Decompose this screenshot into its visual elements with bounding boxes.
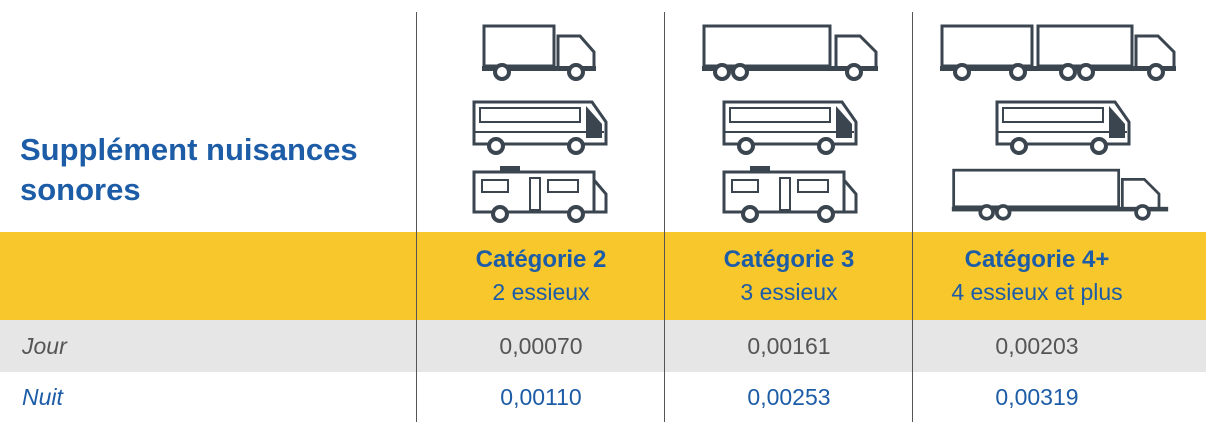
cell-value: 0,00319 — [913, 384, 1161, 411]
cell-value: 0,00110 — [417, 384, 665, 411]
axle-count: 3 essieux — [665, 276, 913, 308]
row-label: Nuit — [22, 384, 63, 411]
axle-count: 2 essieux — [417, 276, 665, 308]
category-name: Catégorie 2 — [417, 244, 665, 276]
column-header: Catégorie 4+4 essieux et plus — [913, 244, 1161, 308]
page: Supplément nuisances sonores — [0, 0, 1206, 422]
cell-value: 0,00070 — [417, 333, 665, 360]
cell-value: 0,00161 — [665, 333, 913, 360]
axle-count: 4 essieux et plus — [913, 276, 1161, 308]
category-name: Catégorie 4+ — [913, 244, 1161, 276]
row-label: Jour — [22, 333, 67, 360]
cell-value: 0,00203 — [913, 333, 1161, 360]
cell-value: 0,00253 — [665, 384, 913, 411]
vehicle-icons — [0, 14, 1206, 229]
category-name: Catégorie 3 — [665, 244, 913, 276]
